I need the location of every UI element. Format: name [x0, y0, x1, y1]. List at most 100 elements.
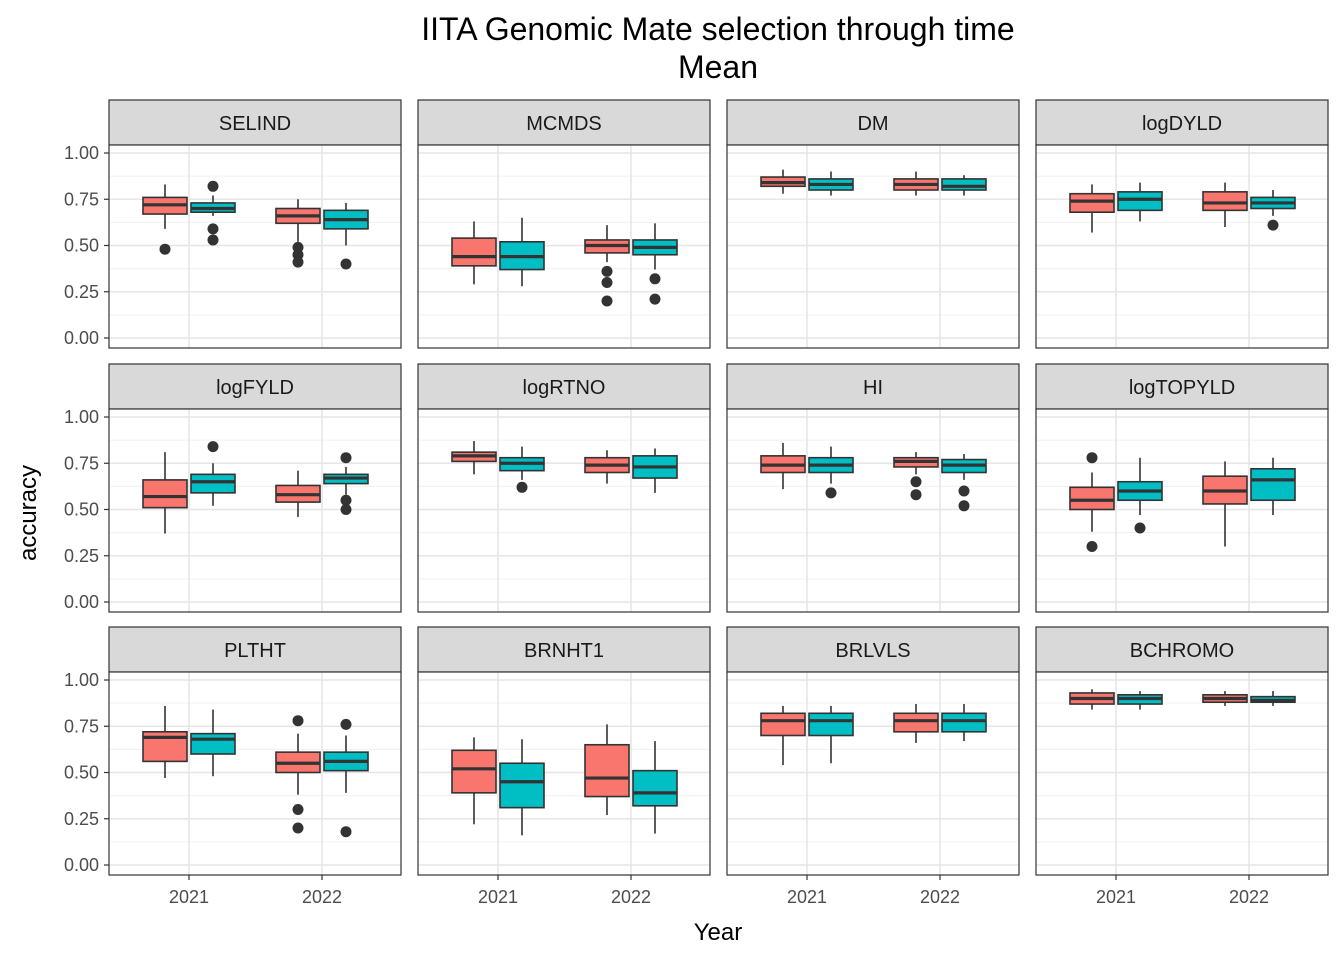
box-2021-series-1	[142, 705, 188, 779]
facet-strip	[726, 99, 1020, 146]
outlier-point	[910, 489, 922, 501]
facet-strip	[108, 99, 402, 146]
facet-panel-selind: SELIND 0.00 0.25 0.50 0.75 1.00	[64, 99, 402, 349]
facet-strip-label: MCMDS	[526, 113, 602, 135]
box-2022-series-1	[893, 452, 939, 501]
outlier-point	[159, 243, 171, 255]
chart-subtitle: Mean	[678, 49, 758, 85]
outlier-point	[649, 293, 661, 305]
outlier-point	[340, 452, 352, 464]
x-tick-label: 2021	[478, 887, 518, 907]
facet-strip-label: BRLVLS	[835, 640, 910, 662]
x-tick-label: 2021	[787, 887, 827, 907]
box-2021-series-1	[760, 705, 806, 766]
outlier-point	[958, 500, 970, 512]
facet-strip	[726, 626, 1020, 673]
box-iqr	[190, 473, 236, 494]
outlier-point	[1134, 522, 1146, 534]
box-2022-series-2	[1250, 691, 1296, 706]
box-2021-series-2	[190, 441, 236, 506]
facet-panel-logfyld: logFYLD 0.00 0.25 0.50 0.75 1.00	[64, 363, 402, 613]
box-2021-series-2	[808, 705, 854, 764]
outlier-point	[601, 277, 613, 288]
panel-background	[727, 145, 1019, 348]
box-2022-series-2	[323, 718, 369, 838]
box-iqr	[1117, 191, 1163, 212]
box-iqr	[632, 769, 678, 807]
box-2022-series-1	[584, 724, 630, 816]
y-tick-label: 0.00	[64, 855, 99, 875]
outlier-point	[207, 234, 219, 246]
facet-strip	[1035, 363, 1329, 410]
x-tick-label: 2022	[611, 887, 651, 907]
outlier-point	[601, 295, 613, 307]
box-2022-series-1	[893, 704, 939, 743]
y-tick-label: 1.00	[64, 143, 99, 163]
box-2022-series-2	[941, 704, 987, 742]
box-2021-series-1	[451, 737, 497, 825]
outlier-point	[825, 487, 837, 499]
facet-strip	[108, 363, 402, 410]
facet-panel-brnht1: BRNHT1 2021 2022	[417, 626, 711, 907]
facet-panel-mcmds: MCMDS	[417, 99, 711, 349]
x-tick-label: 2021	[1096, 887, 1136, 907]
facet-strip-label: logRTNO	[523, 377, 606, 399]
box-iqr	[142, 479, 188, 509]
panel-background	[1036, 672, 1328, 875]
outlier-point	[340, 718, 352, 730]
facet-strip	[417, 99, 711, 146]
box-2022-series-2	[941, 454, 987, 512]
box-iqr	[893, 712, 939, 733]
facet-panel-logtopyld: logTOPYLD	[1035, 363, 1329, 613]
box-iqr	[190, 732, 236, 755]
y-tick-label: 0.50	[64, 763, 99, 783]
y-tick-label: 0.75	[64, 189, 99, 209]
box-2022-series-2	[1250, 190, 1296, 231]
facet-panel-logdyld: logDYLD	[1035, 99, 1329, 349]
facet-strip-label: logFYLD	[216, 377, 294, 399]
panel-background	[109, 145, 401, 348]
box-iqr	[808, 712, 854, 737]
box-2022-series-2	[941, 175, 987, 196]
outlier-point	[340, 504, 352, 515]
box-2022-series-2	[632, 741, 678, 834]
outlier-point	[958, 485, 970, 497]
box-2021-series-2	[499, 217, 545, 287]
panel-border	[417, 408, 711, 613]
box-2022-series-2	[1250, 457, 1296, 516]
outlier-point	[292, 822, 304, 834]
facet-panel-logrtno: logRTNO	[417, 363, 711, 613]
y-tick-label: 0.50	[64, 236, 99, 256]
x-axis-title: Year	[694, 919, 743, 946]
panel-border	[726, 144, 1020, 349]
y-tick-label: 0.75	[64, 716, 99, 736]
x-tick-label: 2022	[302, 887, 342, 907]
box-iqr	[584, 743, 630, 798]
box-2021-series-1	[760, 442, 806, 490]
box-iqr	[499, 762, 545, 809]
panel-border	[108, 144, 402, 349]
outlier-point	[207, 441, 219, 453]
panel-border	[108, 408, 402, 613]
outlier-point	[910, 476, 922, 488]
box-2021-series-1	[142, 184, 188, 255]
box-2021-series-2	[808, 446, 854, 499]
x-tick-label: 2022	[920, 887, 960, 907]
y-tick-label: 0.50	[64, 500, 99, 520]
outlier-point	[340, 826, 352, 838]
outlier-point	[1267, 219, 1279, 231]
outlier-point	[340, 258, 352, 270]
x-tick-label: 2021	[169, 887, 209, 907]
box-2021-series-2	[808, 171, 854, 196]
box-2021-series-1	[451, 221, 497, 285]
box-2022-series-1	[1202, 691, 1248, 706]
panel-background	[109, 409, 401, 612]
box-iqr	[941, 178, 987, 191]
outlier-point	[1086, 452, 1098, 464]
facet-strip	[417, 626, 711, 673]
facet-strip-label: logTOPYLD	[1129, 377, 1235, 399]
box-2021-series-1	[760, 169, 806, 194]
facet-strip-label: HI	[863, 377, 883, 399]
box-2022-series-2	[632, 223, 678, 305]
box-2021-series-2	[190, 709, 236, 777]
